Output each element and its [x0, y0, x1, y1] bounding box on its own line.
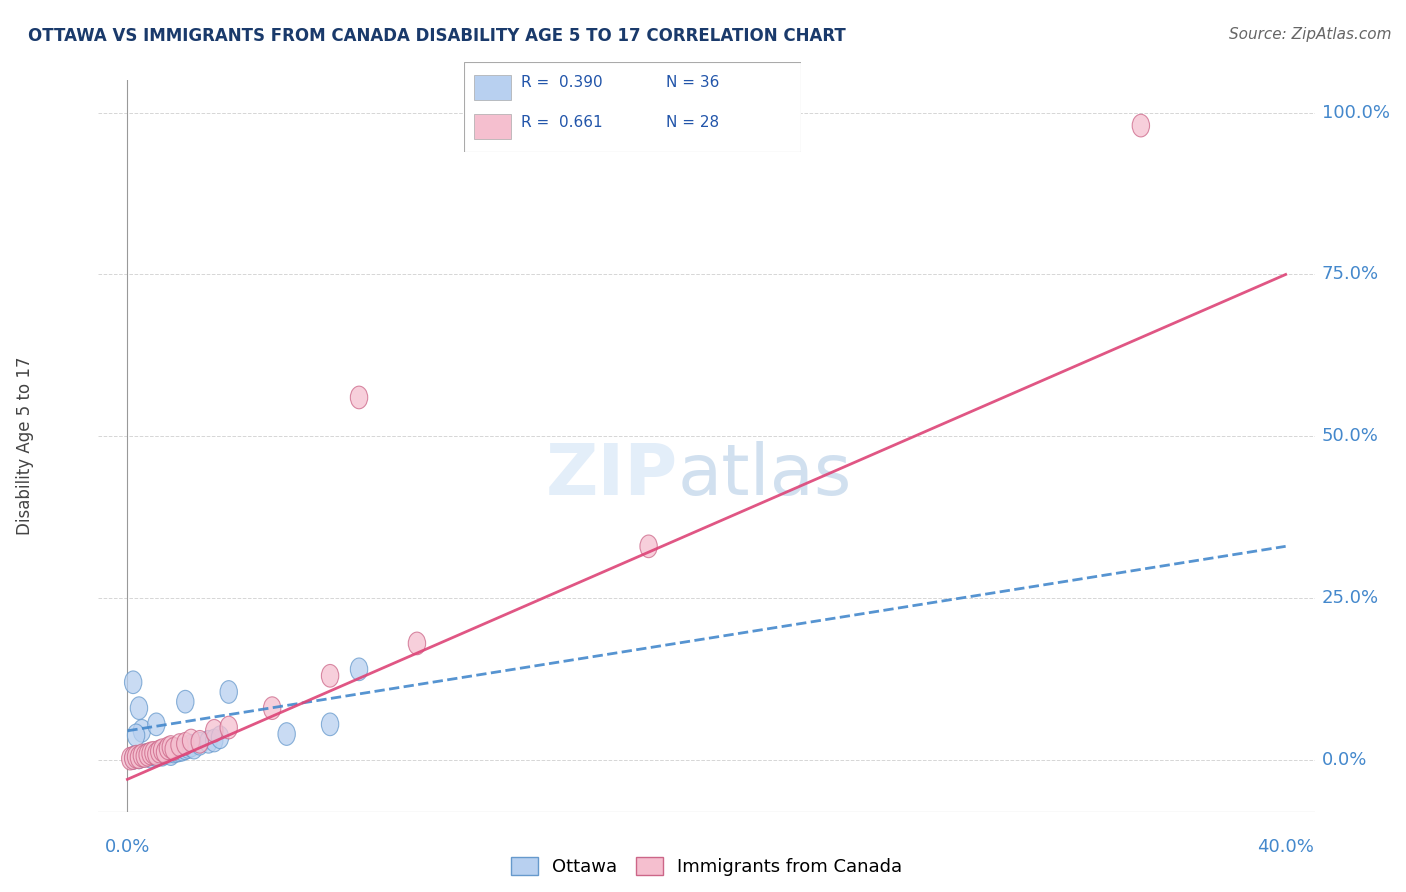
Ellipse shape: [1132, 114, 1150, 136]
Ellipse shape: [139, 743, 156, 766]
Ellipse shape: [125, 747, 142, 769]
Ellipse shape: [150, 740, 167, 763]
Ellipse shape: [131, 746, 148, 769]
Ellipse shape: [148, 713, 165, 736]
Ellipse shape: [205, 720, 224, 742]
Text: 0.0%: 0.0%: [104, 838, 150, 856]
Ellipse shape: [128, 724, 145, 747]
Ellipse shape: [134, 720, 150, 742]
Ellipse shape: [165, 738, 183, 760]
FancyBboxPatch shape: [464, 62, 801, 152]
Ellipse shape: [153, 743, 170, 766]
Ellipse shape: [136, 745, 153, 767]
Ellipse shape: [148, 744, 165, 767]
Ellipse shape: [125, 671, 142, 694]
Ellipse shape: [134, 744, 150, 767]
Ellipse shape: [183, 729, 200, 752]
Text: N = 28: N = 28: [666, 115, 720, 129]
Ellipse shape: [350, 386, 368, 409]
Text: 40.0%: 40.0%: [1257, 838, 1315, 856]
Text: N = 36: N = 36: [666, 76, 720, 90]
Text: 0.0%: 0.0%: [1322, 751, 1367, 769]
Ellipse shape: [180, 736, 197, 758]
Text: R =  0.661: R = 0.661: [522, 115, 603, 129]
Ellipse shape: [205, 729, 224, 752]
Text: 25.0%: 25.0%: [1322, 589, 1379, 607]
Text: Source: ZipAtlas.com: Source: ZipAtlas.com: [1229, 27, 1392, 42]
Ellipse shape: [278, 723, 295, 746]
Ellipse shape: [134, 745, 150, 767]
Text: R =  0.390: R = 0.390: [522, 76, 603, 90]
Ellipse shape: [142, 742, 159, 764]
Ellipse shape: [263, 697, 281, 720]
Ellipse shape: [136, 744, 153, 767]
Ellipse shape: [159, 737, 177, 760]
Ellipse shape: [221, 716, 238, 739]
Ellipse shape: [183, 734, 200, 757]
Ellipse shape: [153, 739, 170, 762]
FancyBboxPatch shape: [474, 75, 512, 100]
Ellipse shape: [177, 732, 194, 756]
Ellipse shape: [174, 739, 191, 761]
Ellipse shape: [186, 736, 202, 759]
Ellipse shape: [150, 742, 167, 764]
Text: Disability Age 5 to 17: Disability Age 5 to 17: [17, 357, 34, 535]
Ellipse shape: [322, 713, 339, 736]
FancyBboxPatch shape: [474, 114, 512, 139]
Ellipse shape: [221, 681, 238, 703]
Ellipse shape: [148, 743, 165, 765]
Text: 100.0%: 100.0%: [1322, 103, 1389, 121]
Ellipse shape: [167, 739, 186, 762]
Ellipse shape: [191, 731, 208, 753]
Ellipse shape: [145, 743, 162, 765]
Ellipse shape: [408, 632, 426, 655]
Ellipse shape: [156, 741, 174, 764]
Ellipse shape: [322, 665, 339, 687]
Ellipse shape: [128, 746, 145, 768]
Ellipse shape: [121, 747, 139, 770]
Ellipse shape: [128, 746, 145, 768]
Ellipse shape: [159, 741, 177, 764]
Text: 50.0%: 50.0%: [1322, 427, 1378, 445]
Ellipse shape: [211, 726, 229, 748]
Ellipse shape: [177, 690, 194, 713]
Ellipse shape: [200, 731, 217, 753]
Text: atlas: atlas: [678, 441, 852, 509]
Text: OTTAWA VS IMMIGRANTS FROM CANADA DISABILITY AGE 5 TO 17 CORRELATION CHART: OTTAWA VS IMMIGRANTS FROM CANADA DISABIL…: [28, 27, 846, 45]
Ellipse shape: [162, 743, 180, 765]
Ellipse shape: [145, 741, 162, 764]
Ellipse shape: [142, 746, 159, 768]
Ellipse shape: [156, 741, 174, 764]
Text: 75.0%: 75.0%: [1322, 266, 1379, 284]
Ellipse shape: [139, 743, 156, 766]
Ellipse shape: [162, 736, 180, 758]
Ellipse shape: [170, 734, 188, 756]
Ellipse shape: [191, 732, 208, 756]
Ellipse shape: [170, 739, 188, 762]
Legend: Ottawa, Immigrants from Canada: Ottawa, Immigrants from Canada: [503, 849, 910, 883]
Ellipse shape: [125, 747, 142, 769]
Ellipse shape: [165, 740, 183, 763]
Ellipse shape: [640, 535, 657, 558]
Text: ZIP: ZIP: [546, 441, 678, 509]
Ellipse shape: [177, 737, 194, 760]
Ellipse shape: [131, 697, 148, 720]
Ellipse shape: [131, 746, 148, 769]
Ellipse shape: [350, 658, 368, 681]
